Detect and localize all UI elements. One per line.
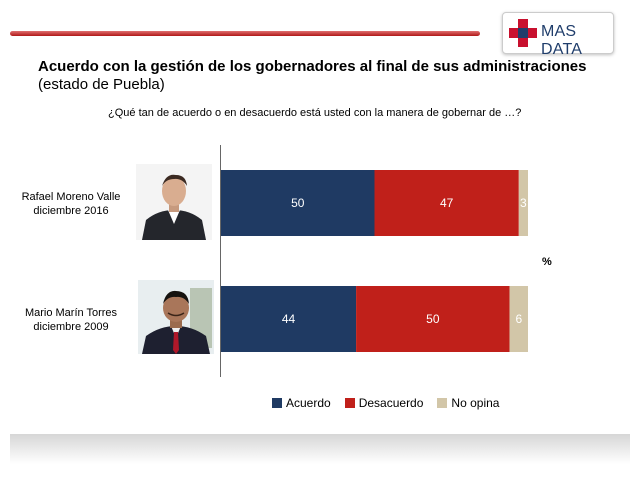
survey-question: ¿Qué tan de acuerdo o en desacuerdo está… — [108, 107, 522, 119]
portrait-mario-marin-torres — [138, 280, 214, 359]
data-label-desacuerdo-mario-mar-n-torres: 50 — [426, 312, 440, 326]
legend-item-no-opina: No opina — [437, 396, 499, 410]
bar-no-opina-rafael-moreno-valle — [518, 170, 528, 236]
data-label-desacuerdo-rafael-moreno-valle: 47 — [440, 196, 454, 210]
chart-title: Acuerdo con la gestión de los gobernador… — [38, 58, 587, 75]
medical-cross-icon — [509, 19, 537, 47]
unit-label: % — [542, 256, 552, 268]
legend-item-acuerdo: Acuerdo — [272, 396, 331, 410]
bar-desacuerdo-rafael-moreno-valle — [374, 170, 519, 236]
bar-acuerdo-rafael-moreno-valle — [221, 170, 375, 236]
legend-swatch-desacuerdo — [344, 398, 355, 408]
legend-label-no-opina: No opina — [451, 396, 500, 410]
data-label-acuerdo-mario-mar-n-torres: 44 — [282, 312, 296, 326]
data-label-no-opina-rafael-moreno-valle: 3 — [520, 196, 527, 210]
legend-label-acuerdo: Acuerdo — [286, 396, 331, 410]
row-date: diciembre 2016 — [33, 205, 109, 217]
logo-text: MAS DATA — [541, 23, 583, 58]
chart-subtitle: (estado de Puebla) — [38, 76, 165, 93]
row-name: Rafael Moreno Valle — [21, 191, 121, 203]
portrait-rafael-moreno-valle — [136, 164, 212, 245]
data-label-no-opina-mario-mar-n-torres: 6 — [515, 312, 522, 326]
row-date: diciembre 2009 — [33, 321, 109, 333]
legend-item-desacuerdo: Desacuerdo — [344, 396, 424, 410]
row-label-mario-marin-torres: Mario Marín Torres diciembre 2009 — [16, 306, 126, 334]
legend-swatch-acuerdo — [272, 398, 282, 408]
mas-data-logo: MAS DATA — [502, 12, 614, 58]
legend-label-desacuerdo: Desacuerdo — [358, 396, 424, 410]
bar-acuerdo-mario-mar-n-torres — [221, 286, 357, 352]
category-axis-line — [220, 145, 221, 377]
footer-band — [10, 434, 630, 464]
chart-legend: Acuerdo Desacuerdo No opina — [272, 396, 499, 410]
bar-no-opina-mario-mar-n-torres — [509, 286, 528, 352]
legend-swatch-no-opina — [437, 398, 448, 408]
header-divider — [10, 31, 480, 36]
row-name: Mario Marín Torres — [24, 307, 118, 319]
bar-desacuerdo-mario-mar-n-torres — [356, 286, 510, 352]
data-label-acuerdo-rafael-moreno-valle: 50 — [291, 196, 305, 210]
row-label-rafael-moreno-valle: Rafael Moreno Valle diciembre 2016 — [16, 190, 126, 218]
